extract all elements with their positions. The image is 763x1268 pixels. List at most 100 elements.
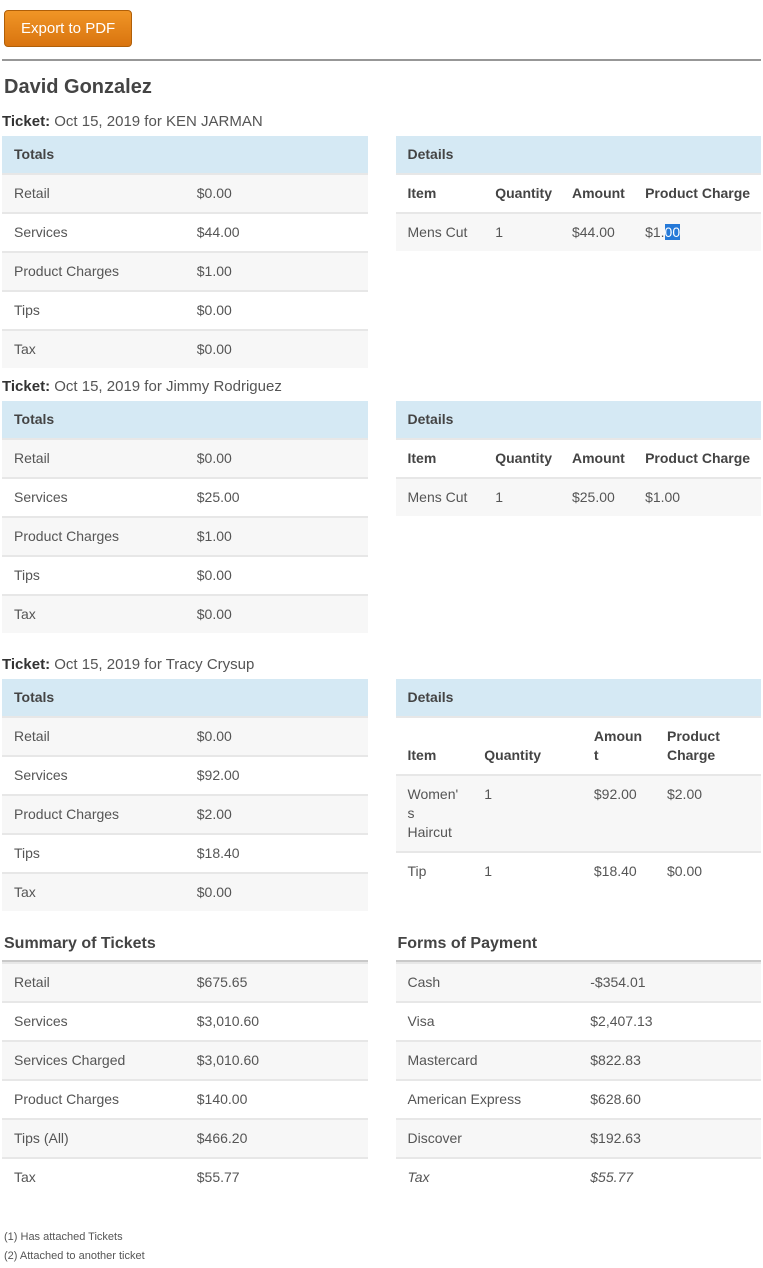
table-row: Tips $18.40 <box>2 833 368 873</box>
row-label: Retail <box>2 438 185 478</box>
table-row: Product Charges $1.00 <box>2 251 368 291</box>
row-value: $1.00 <box>184 251 368 291</box>
row-value: $192.63 <box>578 1118 761 1158</box>
row-label: Services <box>2 477 185 517</box>
column-header-amount: Amount <box>581 716 655 775</box>
column-header-item: Item <box>395 173 484 213</box>
row-value: $92.00 <box>184 755 368 795</box>
ticket-section-3: Ticket: Oct 15, 2019 for Tracy Crysup To… <box>2 655 761 911</box>
ticket-1-details-column: Details Item Quantity Amount Product Cha… <box>395 112 761 368</box>
forms-of-payment-title: Forms of Payment <box>395 933 761 962</box>
ticket-label: Ticket: <box>2 656 51 673</box>
ticket-label: Ticket: <box>2 378 51 395</box>
table-row: Tips $0.00 <box>2 555 368 595</box>
row-value: $0.00 <box>184 290 368 330</box>
table-row: Services $44.00 <box>2 212 368 252</box>
details-table-header: Details <box>395 401 761 439</box>
row-value: $25.00 <box>184 477 368 517</box>
table-row: Women's Haircut 1 $92.00 $2.00 <box>395 774 761 852</box>
row-label: Product Charges <box>2 251 185 291</box>
ticket-section-1: Ticket: Oct 15, 2019 for KEN JARMAN Tota… <box>2 112 761 368</box>
table-row: Visa $2,407.13 <box>395 1001 761 1041</box>
row-label: Services <box>2 212 185 252</box>
ticket-3-details-column: Details Item Quantity Amount Product Cha… <box>395 655 761 911</box>
cell-amount: $25.00 <box>559 477 634 516</box>
row-value: $3,010.60 <box>184 1001 368 1041</box>
table-row: Tip 1 $18.40 $0.00 <box>395 851 761 890</box>
row-label: Tax <box>395 1157 579 1196</box>
cell-product-charge: $1.00 <box>633 477 761 516</box>
row-label: Tips <box>2 555 185 595</box>
ticket-2-totals-column: Ticket: Oct 15, 2019 for Jimmy Rodriguez… <box>2 377 368 633</box>
column-header-product-charge: Product Charge <box>633 173 761 213</box>
cell-quantity: 1 <box>472 774 582 852</box>
ticket-title-text: Oct 15, 2019 for KEN JARMAN <box>50 113 263 130</box>
row-label: Visa <box>395 1001 579 1041</box>
forms-of-payment-column: Forms of Payment Cash -$354.01 Visa $2,407… <box>395 933 761 1196</box>
cell-product-charge: $2.00 <box>654 774 761 852</box>
footnotes: (1) Has attached Tickets (2) Attached to… <box>2 1228 761 1266</box>
ticket-3-title: Ticket: Oct 15, 2019 for Tracy Crysup <box>2 655 368 674</box>
row-label: Services <box>2 755 185 795</box>
ticket-3-totals-table: Totals Retail $0.00 Services $92.00 Produc… <box>2 679 368 911</box>
ticket-1-totals-table: Totals Retail $0.00 Services $44.00 Produc… <box>2 136 368 368</box>
page-title: David Gonzalez <box>4 76 152 98</box>
table-row: Product Charges $1.00 <box>2 516 368 556</box>
export-pdf-button[interactable]: Export to PDF <box>4 10 133 47</box>
ticket-2-details-column: Details Item Quantity Amount Product Cha… <box>395 377 761 633</box>
table-row: American Express $628.60 <box>395 1079 761 1119</box>
ticket-1-title: Ticket: Oct 15, 2019 for KEN JARMAN <box>2 112 368 131</box>
row-value: $0.00 <box>184 716 368 756</box>
footnote-1: (1) Has attached Tickets <box>4 1231 123 1243</box>
row-value: $1.00 <box>184 516 368 556</box>
row-label: Tips <box>2 833 185 873</box>
row-value: $0.00 <box>184 438 368 478</box>
table-row: Product Charges $140.00 <box>2 1079 368 1119</box>
row-value: $18.40 <box>184 833 368 873</box>
summary-of-tickets-table: Retail $675.65 Services $3,010.60 Services… <box>2 962 368 1196</box>
ticket-3-details-table: Details Item Quantity Amount Product Cha… <box>395 679 761 890</box>
ticket-section-2: Ticket: Oct 15, 2019 for Jimmy Rodriguez… <box>2 377 761 633</box>
table-row: Tips (All) $466.20 <box>2 1118 368 1158</box>
row-label: American Express <box>395 1079 579 1119</box>
row-value: $2,407.13 <box>578 1001 761 1041</box>
row-label: Product Charges <box>2 516 185 556</box>
column-header-product-charge: Product Charge <box>654 716 761 775</box>
column-header-product-charge: Product Charge <box>633 438 761 478</box>
ticket-3-totals-column: Ticket: Oct 15, 2019 for Tracy Crysup To… <box>2 655 368 911</box>
ticket-1-details-table: Details Item Quantity Amount Product Cha… <box>395 136 761 251</box>
footnote-2: (2) Attached to another ticket <box>4 1250 145 1262</box>
row-value: $0.00 <box>184 594 368 633</box>
cell-product-charge: $1.00 <box>633 212 761 251</box>
row-label: Product Charges <box>2 794 185 834</box>
row-label: Product Charges <box>2 1079 185 1119</box>
cell-item: Mens Cut <box>395 212 484 251</box>
ticket-1-totals-column: Ticket: Oct 15, 2019 for KEN JARMAN Tota… <box>2 112 368 368</box>
table-row: Retail $0.00 <box>2 716 368 756</box>
ticket-2-details-table: Details Item Quantity Amount Product Cha… <box>395 401 761 516</box>
row-value: $44.00 <box>184 212 368 252</box>
column-header-quantity: Quantity <box>483 438 560 478</box>
row-value: $675.65 <box>184 962 368 1002</box>
totals-table-header: Totals <box>2 401 368 439</box>
row-value: $140.00 <box>184 1079 368 1119</box>
table-row: Services $3,010.60 <box>2 1001 368 1041</box>
row-label: Tax <box>2 1157 185 1196</box>
table-row: Retail $0.00 <box>2 438 368 478</box>
row-label: Retail <box>2 716 185 756</box>
row-value: $628.60 <box>578 1079 761 1119</box>
row-label: Cash <box>395 962 579 1002</box>
table-row: Services $92.00 <box>2 755 368 795</box>
table-row: Discover $192.63 <box>395 1118 761 1158</box>
table-row: Mens Cut 1 $44.00 $1.00 <box>395 212 761 251</box>
selected-text: 00 <box>664 224 681 240</box>
row-label: Services Charged <box>2 1040 185 1080</box>
row-label: Discover <box>395 1118 579 1158</box>
column-header-quantity: Quantity <box>483 173 560 213</box>
row-label: Tax <box>2 872 185 911</box>
table-row: Services Charged $3,010.60 <box>2 1040 368 1080</box>
row-value: -$354.01 <box>578 962 761 1002</box>
column-header-amount: Amount <box>559 173 634 213</box>
table-row-tax: Tax $55.77 <box>395 1157 761 1196</box>
row-value: $3,010.60 <box>184 1040 368 1080</box>
